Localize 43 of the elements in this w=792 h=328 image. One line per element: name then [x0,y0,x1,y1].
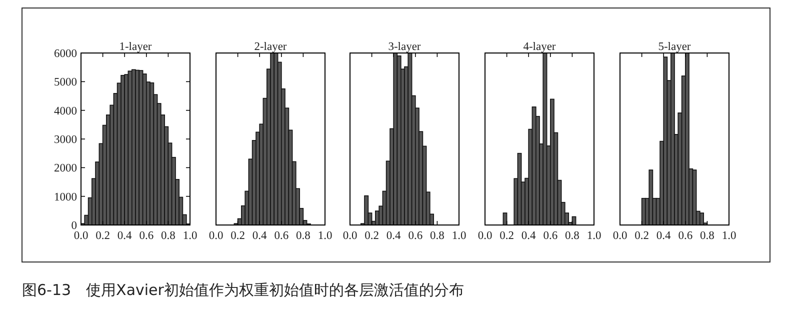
x-tick-label: 0.4 [117,230,132,242]
caption: 图6-13 使用Xavier初始值作为权重初始值时的各层激活值的分布 [22,281,464,299]
x-tick-label: 0.8 [430,230,445,242]
x-tick-label: 1.0 [452,230,466,242]
x-tick-label: 0.0 [612,230,628,242]
y-tick-label: 1000 [54,191,78,204]
y-tick-label: 0 [71,220,78,232]
x-tick-label: 0.2 [96,230,110,242]
x-tick-label: 0.6 [139,230,154,242]
chart-title: 1-layer [119,41,152,53]
x-tick-label: 0.6 [408,230,423,242]
x-tick-label: 0.6 [274,230,289,242]
y-tick-label: 5000 [54,76,78,89]
x-tick-label: 0.4 [656,230,672,242]
x-tick-label: 1.0 [318,230,332,242]
chart-title: 3-layer [388,41,421,53]
x-tick-label: 0.2 [364,230,380,242]
x-tick-label: 0.0 [478,230,492,242]
y-tick-label: 6000 [54,48,78,60]
chart-title: 2-layer [254,41,287,53]
x-tick-label: 0.0 [74,230,88,242]
x-tick-label: 0.6 [678,230,693,242]
x-tick-label: 0.6 [543,230,558,242]
y-tick-label: 4000 [54,105,78,118]
x-tick-label: 0.8 [700,230,715,242]
y-tick-label: 2000 [54,162,78,175]
x-tick-label: 1.0 [182,230,198,242]
x-tick-label: 0.2 [230,230,246,242]
x-tick-label: 0.8 [565,230,580,242]
x-tick-label: 1.0 [586,230,602,242]
chart-title: 4-layer [523,41,556,53]
y-tick-label: 3000 [54,134,78,146]
x-tick-label: 0.4 [521,230,536,242]
x-tick-label: 0.8 [296,230,311,242]
x-tick-label: 0.0 [208,230,224,242]
x-tick-label: 0.2 [634,230,650,242]
x-tick-label: 0.2 [500,230,514,242]
x-tick-label: 0.0 [342,230,358,242]
x-tick-label: 0.4 [252,230,268,242]
x-tick-label: 1.0 [722,230,736,242]
x-tick-label: 0.8 [161,230,176,242]
chart-title: 5-layer [658,41,691,53]
x-tick-label: 0.4 [386,230,402,242]
